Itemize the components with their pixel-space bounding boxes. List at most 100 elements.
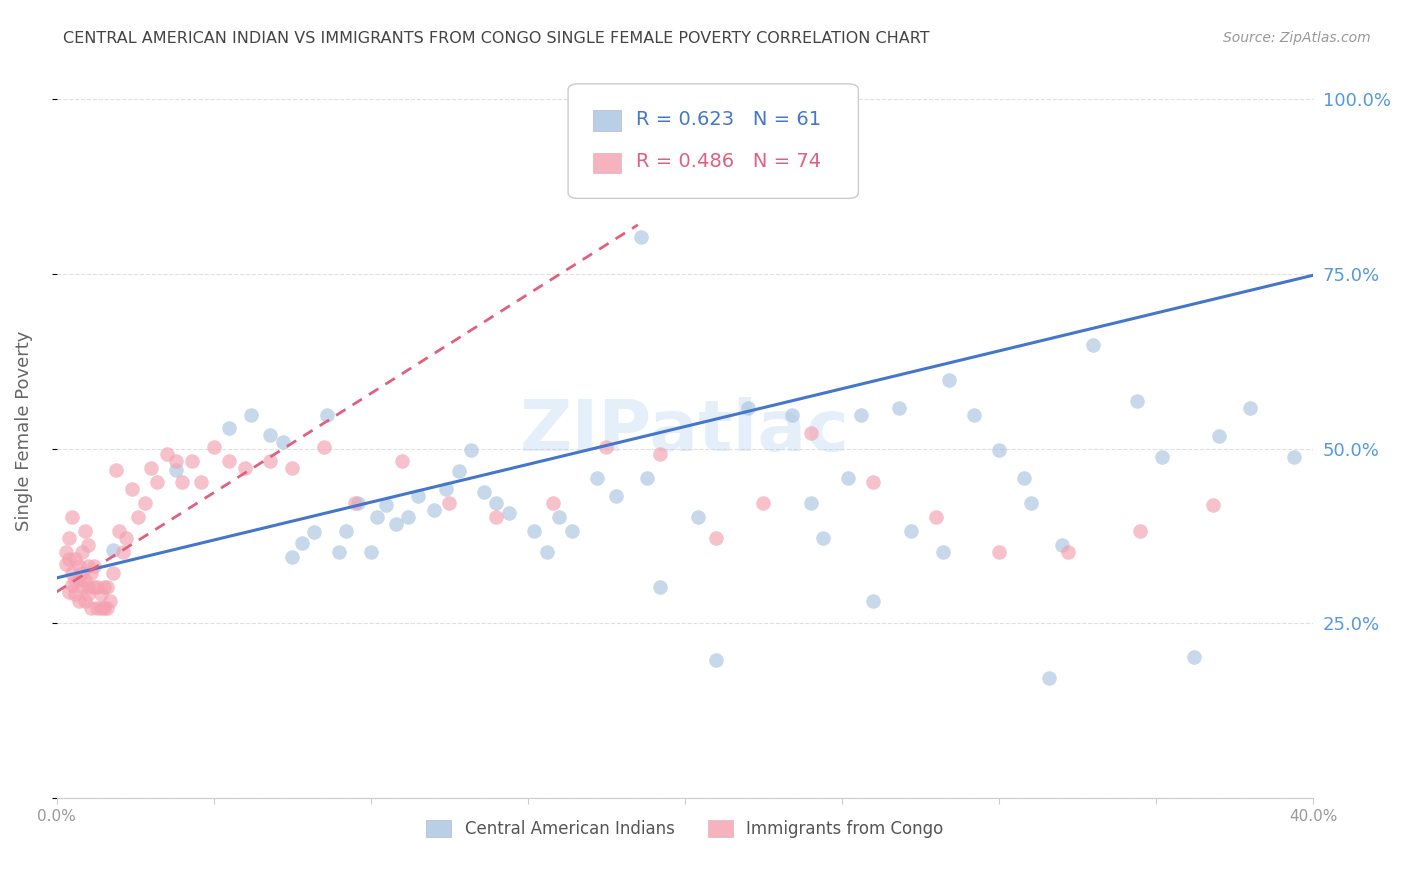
Point — [595, 440, 617, 454]
Point — [472, 484, 495, 499]
Point — [302, 525, 325, 540]
Point — [315, 408, 337, 422]
Point — [202, 440, 225, 454]
Point — [1208, 429, 1230, 443]
Point — [86, 601, 108, 615]
Point — [1129, 524, 1152, 538]
Point — [55, 545, 77, 559]
Point — [706, 653, 728, 667]
Point — [155, 447, 177, 461]
Text: R = 0.623   N = 61: R = 0.623 N = 61 — [636, 110, 821, 128]
Point — [90, 601, 112, 615]
Point — [55, 557, 77, 571]
FancyBboxPatch shape — [568, 84, 859, 198]
Point — [485, 510, 508, 524]
Point — [900, 524, 922, 538]
Point — [233, 461, 256, 475]
Point — [887, 401, 910, 415]
Point — [1050, 538, 1073, 552]
Point — [58, 531, 80, 545]
Point — [963, 408, 986, 422]
Point — [335, 524, 357, 538]
Point — [398, 510, 420, 524]
Point — [80, 566, 103, 580]
Point — [737, 401, 759, 415]
Point — [1057, 545, 1080, 559]
Point — [366, 510, 388, 524]
Point — [80, 601, 103, 615]
Point — [70, 580, 93, 594]
Point — [77, 587, 100, 601]
Point — [312, 440, 335, 454]
Point — [630, 230, 652, 244]
Point — [271, 434, 294, 449]
Point — [218, 420, 240, 434]
Point — [706, 531, 728, 545]
Point — [108, 524, 131, 538]
Point — [127, 510, 149, 524]
Point — [406, 489, 429, 503]
Point — [375, 498, 398, 512]
Point — [925, 510, 948, 524]
Point — [180, 454, 202, 468]
Y-axis label: Single Female Poverty: Single Female Poverty — [15, 331, 32, 532]
Point — [73, 524, 96, 538]
Point — [291, 536, 314, 550]
Text: CENTRAL AMERICAN INDIAN VS IMMIGRANTS FROM CONGO SINGLE FEMALE POVERTY CORRELATI: CENTRAL AMERICAN INDIAN VS IMMIGRANTS FR… — [63, 31, 929, 46]
Point — [98, 594, 121, 608]
Point — [385, 517, 408, 532]
Point — [67, 594, 90, 608]
Point — [65, 552, 87, 566]
Point — [1019, 496, 1042, 510]
Point — [114, 531, 136, 545]
Point — [800, 496, 823, 510]
FancyBboxPatch shape — [593, 153, 621, 173]
Point — [800, 426, 823, 441]
Point — [96, 601, 118, 615]
Point — [259, 427, 281, 442]
Point — [93, 601, 115, 615]
Point — [259, 454, 281, 468]
Point — [561, 524, 583, 538]
Point — [60, 510, 83, 524]
Text: R = 0.486   N = 74: R = 0.486 N = 74 — [636, 153, 821, 171]
Point — [1012, 471, 1035, 485]
Point — [648, 447, 671, 461]
Point — [93, 580, 115, 594]
Point — [96, 580, 118, 594]
Point — [1126, 394, 1149, 409]
Point — [218, 454, 240, 468]
FancyBboxPatch shape — [593, 111, 621, 131]
Point — [988, 545, 1011, 559]
Point — [70, 545, 93, 559]
Point — [605, 489, 627, 503]
Point — [536, 545, 558, 559]
Point — [101, 566, 124, 580]
Point — [134, 496, 156, 510]
Point — [70, 566, 93, 580]
Point — [1202, 498, 1225, 512]
Point — [58, 585, 80, 599]
Point — [1182, 649, 1205, 664]
Point — [811, 531, 834, 545]
Point — [90, 587, 112, 601]
Point — [83, 580, 105, 594]
Point — [60, 578, 83, 592]
Point — [86, 580, 108, 594]
Point — [65, 573, 87, 587]
Point — [281, 549, 304, 564]
Point — [65, 587, 87, 601]
Point — [73, 594, 96, 608]
Point — [347, 496, 370, 510]
Point — [146, 475, 169, 490]
Point — [780, 408, 803, 422]
Point — [77, 538, 100, 552]
Point — [73, 573, 96, 587]
Point — [1239, 401, 1261, 415]
Point — [648, 580, 671, 594]
Point — [67, 573, 90, 587]
Point — [931, 545, 953, 559]
Point — [586, 471, 609, 485]
Point — [165, 462, 187, 476]
Point — [101, 543, 124, 558]
